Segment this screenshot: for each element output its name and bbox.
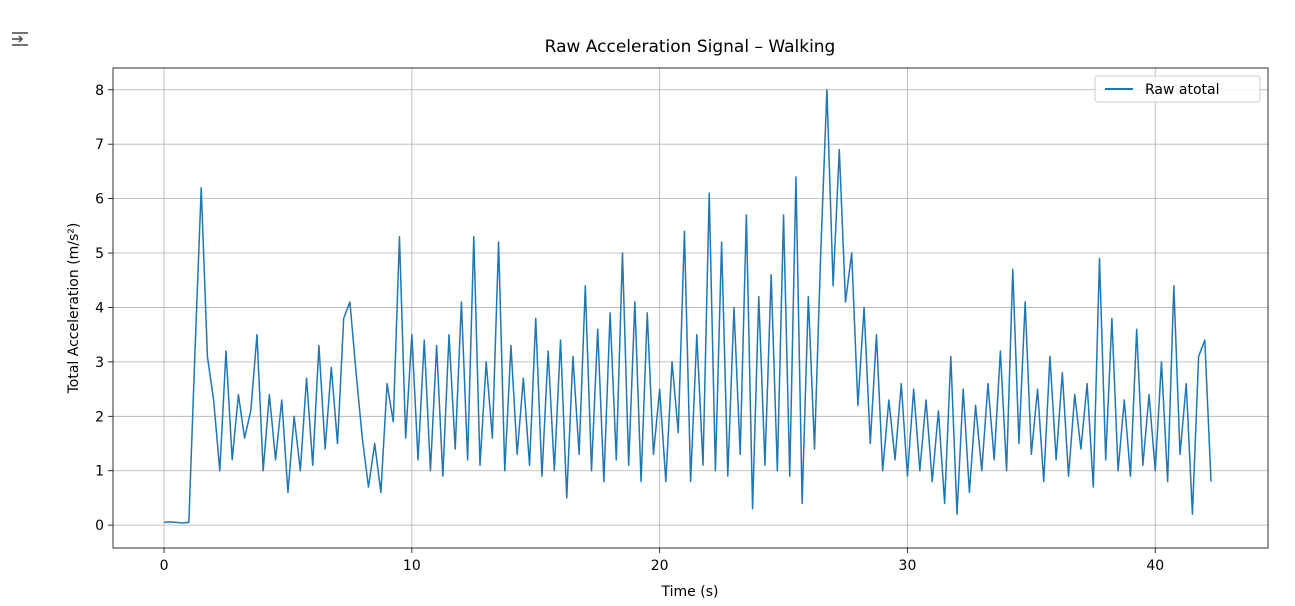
legend: Raw atotal xyxy=(1094,75,1261,103)
x-tick-label: 20 xyxy=(651,558,669,574)
x-tick-label: 0 xyxy=(160,558,169,574)
chart-title: Raw Acceleration Signal – Walking xyxy=(545,37,836,57)
y-tick-label: 5 xyxy=(95,246,104,262)
y-axis-label: Total Acceleration (m/s²) xyxy=(66,223,82,395)
legend-box xyxy=(1094,75,1261,103)
y-tick-label: 1 xyxy=(95,464,104,480)
plot-frame xyxy=(112,67,1269,549)
data-line xyxy=(163,89,1212,524)
y-tick-label: 8 xyxy=(95,83,104,99)
x-tick-label: 10 xyxy=(403,558,421,574)
y-tick-label: 2 xyxy=(95,409,104,425)
legend-label: Raw atotal xyxy=(1145,82,1220,98)
y-tick-label: 4 xyxy=(95,300,104,316)
y-tick-label: 7 xyxy=(95,137,104,153)
x-axis-label: Time (s) xyxy=(661,584,719,600)
x-tick-label: 40 xyxy=(1146,558,1164,574)
y-tick-label: 0 xyxy=(95,518,104,534)
y-tick-label: 6 xyxy=(95,192,104,208)
output-icon[interactable] xyxy=(12,30,28,46)
x-tick-label: 30 xyxy=(899,558,917,574)
y-tick-label: 3 xyxy=(95,355,104,371)
